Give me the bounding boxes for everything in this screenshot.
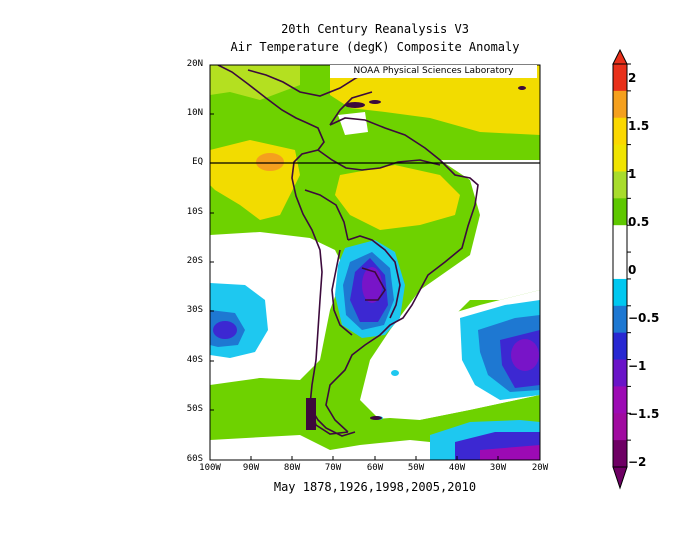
colorbar-label-0: 0 xyxy=(628,263,637,277)
border-5 xyxy=(361,267,386,301)
colorbar-label-neg-1-5: −1.5 xyxy=(628,407,660,421)
lat-label-40s: 40S xyxy=(186,355,203,365)
colorbar-label-0-5: 0.5 xyxy=(628,215,650,229)
lon-label-20w: 20W xyxy=(531,463,549,473)
colorbar-label-neg-2: −2 xyxy=(628,455,647,469)
lat-label-30s: 30S xyxy=(186,305,203,315)
credit-label: NOAA Physical Sciences Laboratory xyxy=(330,65,537,78)
title-line-1: 20th Century Reanalysis V3 xyxy=(281,22,469,36)
colorbar-top-arrow xyxy=(612,48,628,65)
colorbar-cell xyxy=(613,413,627,441)
lat-label-20s: 20S xyxy=(186,256,203,266)
caribbean-islands-2 xyxy=(369,100,381,104)
tick-marks xyxy=(210,64,499,461)
lat-label-20n: 20N xyxy=(186,59,203,69)
colorbar-cell xyxy=(613,90,627,119)
colorbar-label-2: 2 xyxy=(628,71,637,85)
colorbar-cell xyxy=(613,198,627,226)
title-line-2: Air Temperature (degK) Composite Anomaly xyxy=(230,40,520,54)
lon-label-40w: 40W xyxy=(448,463,466,473)
colorbar-cell xyxy=(613,252,627,280)
colorbar-cell xyxy=(613,171,627,199)
caribbean-islands-3 xyxy=(518,86,526,90)
colorbar-cell xyxy=(613,278,627,307)
colorbar-cell xyxy=(613,440,627,468)
field-warm-spot xyxy=(256,153,284,171)
lat-label-eq: EQ xyxy=(192,157,203,167)
coastlines xyxy=(217,65,479,437)
colorbar-label-1: 1 xyxy=(628,167,637,181)
caribbean-islands-1 xyxy=(345,102,365,108)
lat-label-50s: 50S xyxy=(186,404,203,414)
colorbar-cell xyxy=(613,332,627,361)
field-east-white xyxy=(390,160,540,335)
field-west-indigo xyxy=(213,321,237,339)
colorbar-bottom-arrow xyxy=(612,466,628,490)
lat-label-60s: 60S xyxy=(186,454,203,464)
coast-pacific xyxy=(217,65,349,435)
date-caption: May 1878,1926,1998,2005,2010 xyxy=(273,480,477,494)
chile-archipelago xyxy=(306,398,316,430)
colorbar-cell xyxy=(613,117,627,146)
lon-label-90w: 90W xyxy=(242,463,260,473)
colorbar-label-neg-1: −1 xyxy=(628,359,647,373)
field-amazon-yellow xyxy=(335,165,460,230)
border-3 xyxy=(347,235,401,319)
colorbar-cell xyxy=(613,305,627,334)
lat-label-10n: 10N xyxy=(186,108,203,118)
lat-label-10s: 10S xyxy=(186,207,203,217)
coast-central-america xyxy=(247,69,369,97)
field-se-purple xyxy=(511,339,539,371)
field-nw-lightgreen xyxy=(210,65,300,100)
colorbar-frame xyxy=(612,63,628,468)
colorbar-cell xyxy=(613,144,627,172)
field-bottom-purple xyxy=(480,445,540,460)
lon-label-30w: 30W xyxy=(489,463,507,473)
lon-label-50w: 50W xyxy=(407,463,425,473)
colorbar-cell xyxy=(613,64,627,92)
field-speck-1 xyxy=(391,370,399,376)
coast-atlantic xyxy=(325,117,479,433)
falkland-islands xyxy=(370,416,382,420)
colorbar-cell xyxy=(613,386,627,414)
island-clusters xyxy=(306,86,526,430)
colorbar-label-neg-0-5: −0.5 xyxy=(628,311,660,325)
lon-label-80w: 80W xyxy=(283,463,301,473)
colorbar-cell xyxy=(613,359,627,387)
colorbar-cell xyxy=(613,225,627,253)
lon-label-70w: 70W xyxy=(324,463,342,473)
border-1 xyxy=(317,149,441,171)
lon-label-60w: 60W xyxy=(366,463,384,473)
field-north-yellow xyxy=(330,65,540,135)
border-4 xyxy=(331,249,353,336)
colorbar-label-1-5: 1.5 xyxy=(628,119,650,133)
lon-label-100w: 100W xyxy=(199,463,221,473)
border-2 xyxy=(304,189,349,241)
